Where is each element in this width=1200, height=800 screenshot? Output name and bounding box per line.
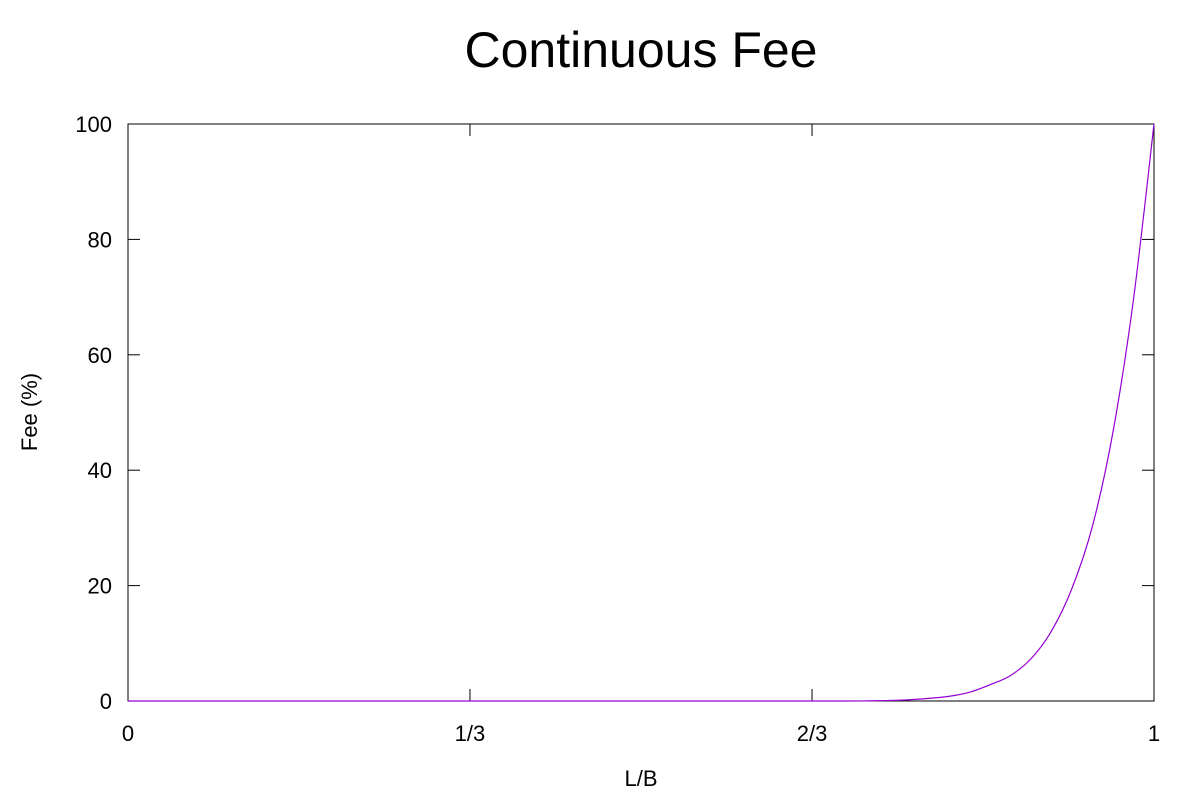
x-axis-label: L/B [624,766,657,791]
y-axis-ticks: 0 20 40 60 80 100 [75,112,1154,714]
x-tick-label: 1/3 [455,721,486,746]
x-tick-label: 1 [1148,721,1160,746]
y-tick-label: 100 [75,112,112,137]
y-tick-label: 40 [88,458,112,483]
x-axis-ticks: 0 1/3 2/3 1 [122,124,1160,746]
y-tick-label: 80 [88,227,112,252]
chart-title: Continuous Fee [464,22,817,78]
plot-area-frame [127,123,1155,702]
fee-curve-line [128,123,1155,702]
y-axis-label: Fee (%) [17,373,42,451]
x-tick-label: 0 [122,721,134,746]
y-tick-label: 20 [88,574,112,599]
y-tick-label: 0 [100,689,112,714]
y-tick-label: 60 [88,343,112,368]
x-tick-label: 2/3 [797,721,828,746]
series-layer [128,123,1155,702]
